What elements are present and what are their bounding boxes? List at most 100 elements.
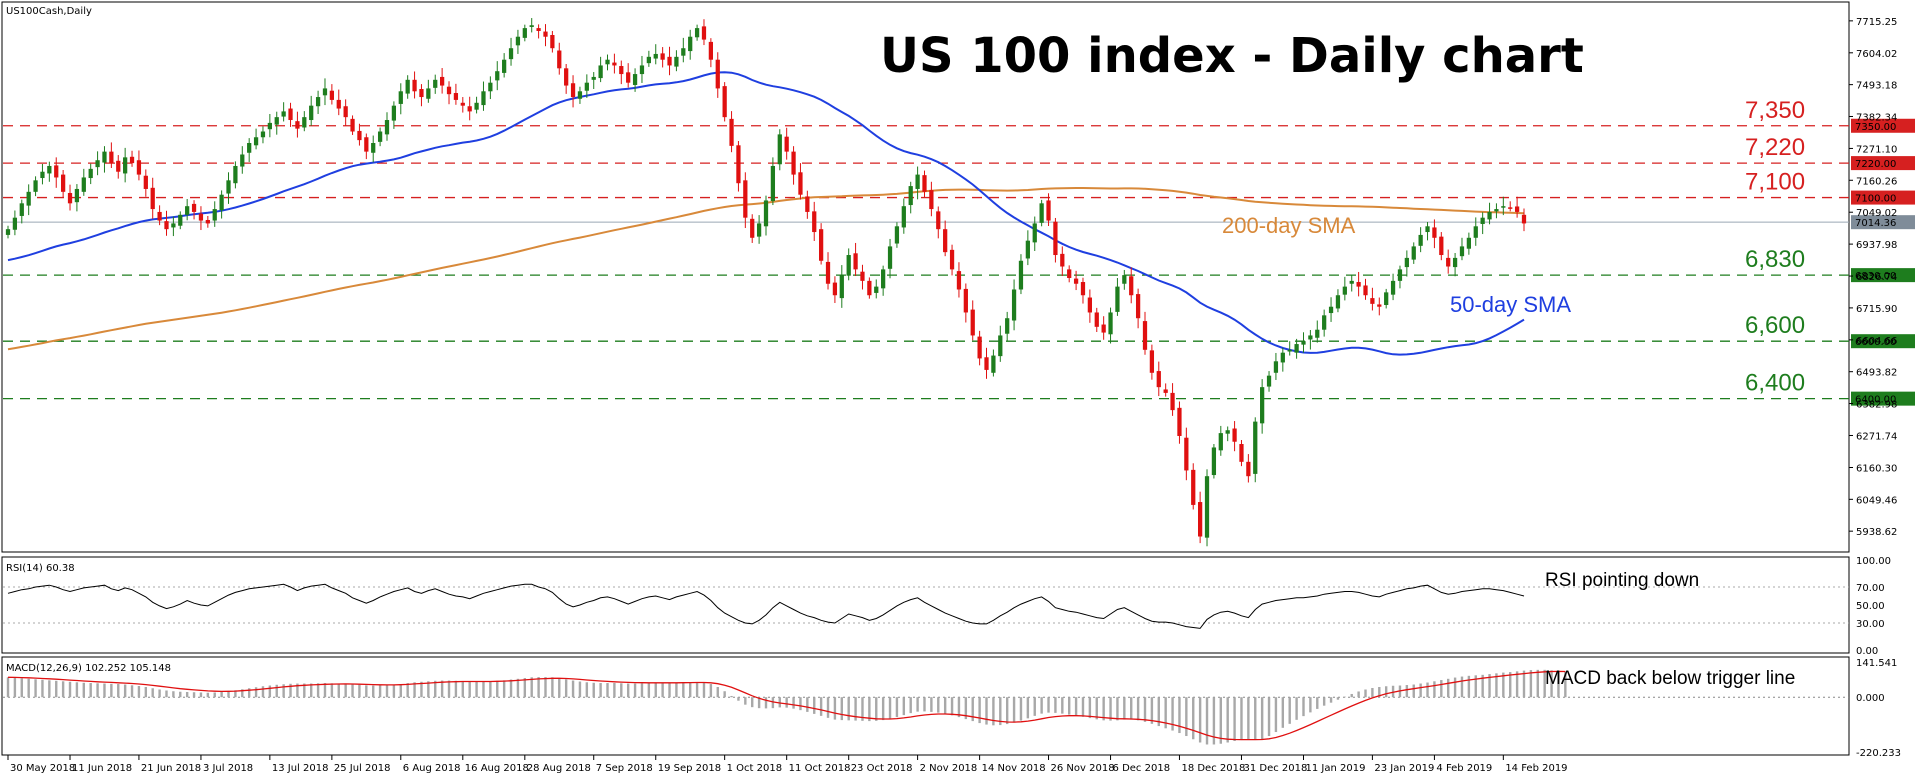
macd-bar [27, 678, 30, 698]
macd-bar [158, 689, 161, 698]
macd-panel: 141.541 0.000 -220.233 [3, 658, 1901, 759]
date-tick-label: 21 Jun 2018 [141, 763, 201, 774]
macd-bar [137, 686, 141, 698]
candle-bull [646, 56, 651, 64]
candle-bull [267, 122, 272, 130]
macd-bar [1164, 697, 1167, 729]
current-price-tag [1851, 215, 1915, 230]
macd-bar [868, 697, 871, 722]
macd-bar [1426, 682, 1429, 698]
macd-bar [1026, 697, 1030, 719]
date-tick-label: 30 May 2018 [10, 763, 75, 774]
macd-bar [1378, 687, 1381, 698]
macd-bar [1440, 680, 1443, 698]
candle-bear [626, 72, 631, 83]
candle-bear [205, 219, 210, 224]
candle-bear [1377, 304, 1382, 307]
macd-bar [702, 682, 706, 698]
candle-bull [488, 82, 493, 92]
macd-bar [1481, 674, 1484, 698]
candle-bull [240, 154, 245, 167]
macd-bar [1226, 697, 1229, 743]
macd-bar [1240, 697, 1243, 741]
candle-bull [315, 97, 321, 107]
macd-bar [1384, 686, 1388, 698]
macd-bar [199, 692, 203, 698]
macd-bar [1019, 697, 1023, 721]
macd-bar [489, 681, 492, 698]
macd-bar [1447, 678, 1450, 698]
sma50-annotation: 50-day SMA [1450, 292, 1571, 317]
level-label: 7,220 [1745, 134, 1805, 161]
macd-bar [1219, 697, 1222, 744]
rsi-tick-label: 100.00 [1856, 556, 1891, 567]
candle-bear [536, 28, 541, 31]
candle-bear [191, 203, 197, 212]
candle-bear [743, 180, 748, 218]
macd-bar [592, 682, 595, 698]
macd-bar [1012, 697, 1016, 723]
candle-bear [660, 53, 665, 60]
date-tick-label: 13 Jul 2018 [272, 763, 329, 774]
candle-bull [1480, 217, 1485, 224]
candle-bull [1266, 375, 1272, 387]
candle-bull [322, 88, 328, 96]
candle-bear [853, 253, 858, 270]
candle-bull [1108, 312, 1113, 335]
macd-bar [1123, 697, 1126, 720]
macd-bar [971, 697, 974, 722]
date-tick-label: 2 Nov 2018 [920, 763, 978, 774]
candle-bull [522, 28, 527, 38]
price-tick-label: 6826.74 [1856, 272, 1897, 283]
level-label: 7,350 [1745, 97, 1805, 124]
candle-bull [1322, 315, 1327, 330]
macd-bar [571, 680, 575, 698]
macd-bar [399, 684, 402, 698]
macd-bar [275, 684, 278, 698]
macd-bar [937, 697, 940, 713]
price-tick-label: 7382.34 [1856, 112, 1897, 123]
macd-bar [744, 697, 747, 705]
macd-bar [48, 680, 51, 698]
macd-bar [1212, 697, 1216, 745]
candle-bear [832, 282, 838, 296]
macd-bar [1371, 688, 1374, 698]
candle-bear [1432, 227, 1437, 238]
rsi-tick-label: 30.00 [1856, 619, 1885, 630]
rsi-panel-frame [1, 556, 1850, 654]
candle-bear [1080, 282, 1086, 296]
candle-bear [357, 130, 362, 141]
candle-bull [474, 102, 479, 110]
macd-bar [192, 692, 196, 698]
macd-bar [509, 679, 513, 698]
candle-bull [1501, 206, 1506, 208]
macd-bar [620, 683, 623, 698]
date-tick-label: 6 Aug 2018 [403, 763, 461, 774]
macd-bar [558, 678, 561, 698]
macd-bar [1198, 697, 1202, 743]
macd-bar [1460, 676, 1464, 698]
candle-bear [550, 35, 555, 49]
candle-bear [1246, 461, 1251, 477]
macd-bar [6, 677, 10, 698]
candle-bull [309, 105, 314, 121]
candle-bear [1087, 297, 1092, 313]
candle-bear [164, 221, 169, 230]
candle-bear [929, 190, 934, 210]
macd-bar [1322, 697, 1326, 706]
candle-bull [756, 223, 762, 237]
candle-bull [1418, 234, 1423, 246]
macd-bar [117, 684, 120, 698]
candle-bull [185, 206, 190, 215]
macd-bar [1543, 669, 1546, 698]
sma50-path [7, 71, 1525, 356]
candle-bear [956, 271, 962, 290]
candle-bull [577, 91, 583, 99]
candle-bull [1328, 306, 1334, 314]
macd-bar [957, 697, 961, 718]
candle-bull [1005, 318, 1010, 334]
macd-bar [888, 697, 892, 719]
macd-bar [1205, 697, 1209, 745]
level-tag-label: 6400.00 [1855, 395, 1896, 406]
candle-bull [1280, 352, 1285, 363]
